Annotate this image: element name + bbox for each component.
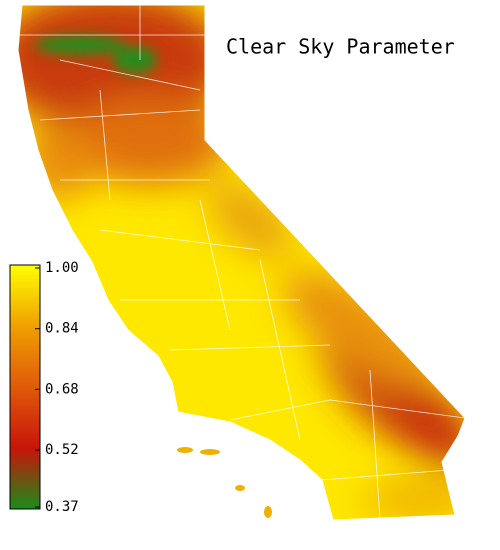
- colorbar-tick-label: 0.37: [45, 499, 79, 515]
- colorbar: [9, 264, 41, 510]
- colorbar-tick-label: 0.84: [45, 321, 79, 337]
- islands: [177, 447, 272, 518]
- colorbar-tick-label: 0.68: [45, 381, 79, 397]
- colorbar-tick-label: 1.00: [45, 260, 79, 276]
- colorbar-tick-label: 0.52: [45, 442, 79, 458]
- state-outline: [17, 4, 466, 521]
- map-title: Clear Sky Parameter: [226, 35, 455, 59]
